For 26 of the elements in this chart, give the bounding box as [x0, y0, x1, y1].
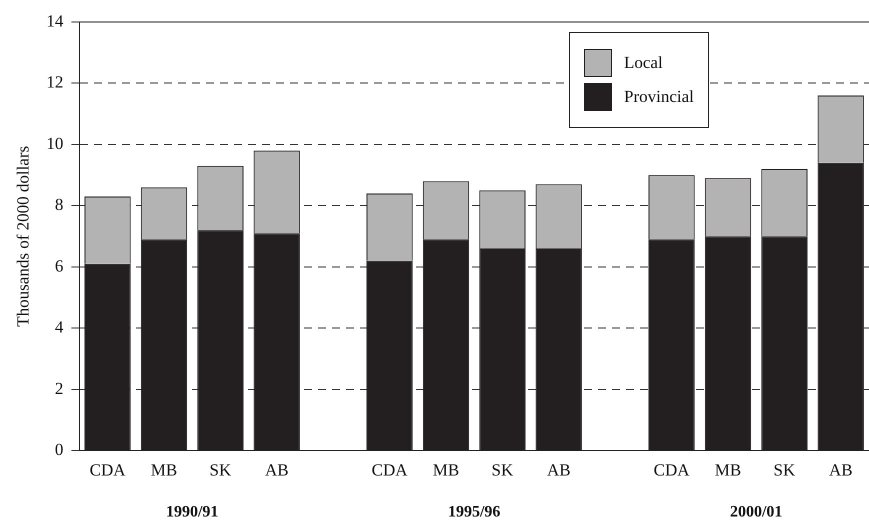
- x-tick-label: AB: [828, 460, 853, 480]
- y-tick-label: 14: [46, 11, 64, 30]
- legend-label: Local: [624, 53, 663, 73]
- x-tick-label: CDA: [372, 460, 408, 480]
- y-tick-label: 6: [54, 256, 64, 276]
- x-tick-label: MB: [150, 460, 178, 480]
- x-tick-label: MB: [432, 460, 460, 480]
- x-tick-label: SK: [774, 460, 796, 480]
- x-tick-label: AB: [546, 460, 571, 480]
- y-tick-label: 12: [46, 72, 64, 92]
- y-tick-label: 8: [54, 195, 64, 214]
- text: 1995/96: [448, 504, 500, 521]
- x-tick-label: SK: [210, 460, 232, 480]
- legend-label: Provincial: [624, 87, 694, 107]
- x-tick-label: SK: [492, 460, 514, 480]
- text: 1990/91: [166, 504, 218, 521]
- y-tick-label: 2: [54, 378, 64, 398]
- x-tick-label: AB: [264, 460, 289, 480]
- y-tick-label: 10: [46, 134, 64, 153]
- y-tick-label: 4: [54, 318, 64, 337]
- text: 2000/01: [730, 504, 782, 521]
- x-tick-label: MB: [714, 460, 742, 480]
- y-axis-title: Thousands of 2000 dollars: [14, 146, 33, 327]
- x-tick-label: CDA: [90, 460, 126, 480]
- y-tick-label: 0: [54, 440, 64, 460]
- x-tick-label: CDA: [654, 460, 690, 480]
